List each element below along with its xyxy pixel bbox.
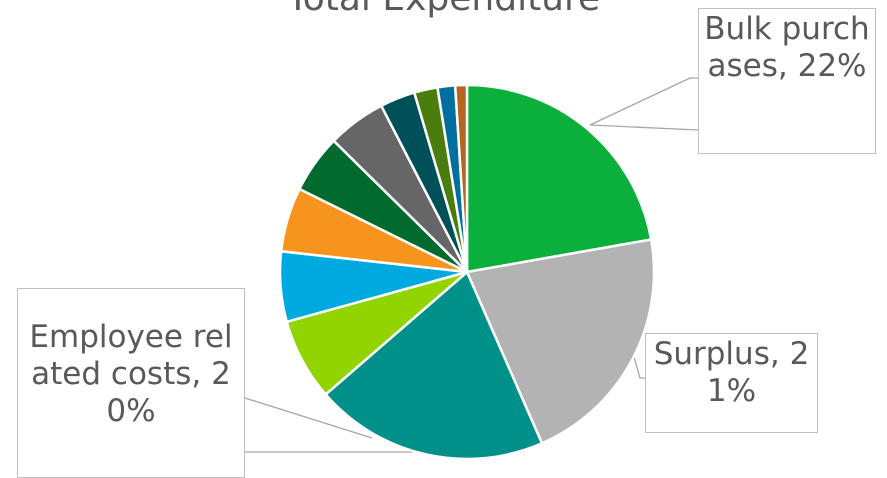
label-separator: , <box>191 356 212 392</box>
label-value: 22% <box>797 48 867 84</box>
label-category: Surplus <box>653 336 770 372</box>
label-category: Employee related costs <box>29 319 233 392</box>
leader-line <box>244 397 373 439</box>
leader-line <box>589 77 699 131</box>
label-category: Bulk purchases <box>704 11 870 84</box>
label-separator: , <box>769 336 790 372</box>
pie-slice <box>465 83 653 274</box>
data-label: Surplus, 21% <box>645 333 818 433</box>
label-value: 20% <box>106 356 231 429</box>
leader-lines <box>244 77 699 453</box>
leader-line <box>631 349 645 379</box>
label-separator: , <box>777 48 798 84</box>
data-label: Bulk purchases, 22% <box>698 8 876 154</box>
pie-slice <box>453 83 469 273</box>
label-value: 21% <box>706 336 810 409</box>
chart-title: Total Expenditure <box>0 0 887 19</box>
pie-slice <box>323 269 544 461</box>
data-label: Employee related costs, 20% <box>17 288 245 478</box>
pie-slice <box>465 238 656 445</box>
